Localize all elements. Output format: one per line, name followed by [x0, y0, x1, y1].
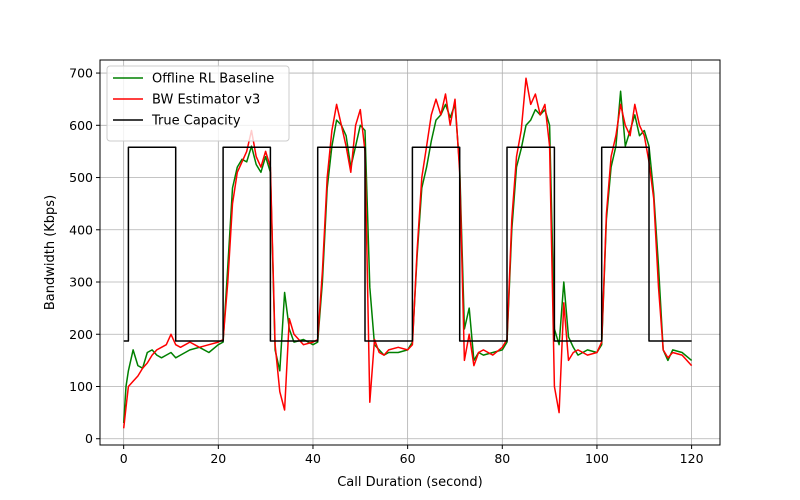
- x-axis-label: Call Duration (second): [337, 475, 483, 490]
- series-line-true-capacity: [123, 146, 692, 342]
- x-tick-label: 0: [120, 451, 128, 466]
- plot-frame: [99, 59, 721, 446]
- y-tick-label: 500: [69, 170, 93, 185]
- y-tick-label: 400: [69, 222, 93, 237]
- series-lines: [122, 77, 693, 429]
- x-tick-label: 60: [400, 451, 416, 466]
- y-tick-label: 0: [85, 431, 93, 446]
- y-tick-label: 600: [69, 118, 93, 133]
- legend-label: BW Estimator v3: [152, 93, 260, 108]
- legend-label: True Capacity: [151, 114, 241, 129]
- legend: Offline RL Baseline BW Estimator v3 True C…: [106, 65, 290, 142]
- series-line-bw-estimator-v3: [122, 77, 693, 429]
- x-tick-label: 20: [210, 451, 226, 466]
- y-tick-label: 100: [69, 379, 93, 394]
- x-tick-label: 80: [494, 451, 510, 466]
- y-tick-label: 300: [69, 275, 93, 290]
- grid-lines: [100, 60, 720, 445]
- y-tick-label: 700: [69, 66, 93, 81]
- y-axis-label: Bandwidth (Kbps): [43, 195, 58, 310]
- x-tick-label: 100: [585, 451, 609, 466]
- legend-box: [106, 65, 290, 142]
- x-tick-label: 40: [305, 451, 321, 466]
- y-tick-label: 200: [69, 327, 93, 342]
- x-tick-label: 120: [680, 451, 704, 466]
- axis-ticks: 0 20 40 60 80 100 120 0 100 200 300 400 500 600 700: [69, 66, 703, 466]
- legend-label: Offline RL Baseline: [152, 72, 274, 87]
